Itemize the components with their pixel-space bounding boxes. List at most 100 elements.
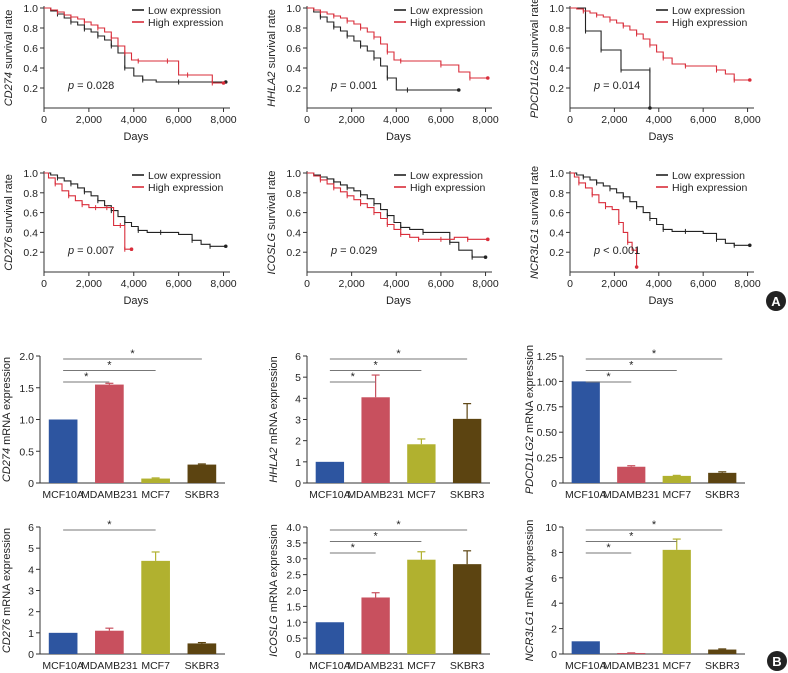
y-axis-label-rest: survival rate <box>3 10 15 72</box>
y-tick-label: 3.5 <box>286 538 301 550</box>
category-label-mdamb231: MDAMB231 <box>347 660 404 672</box>
significance-star: * <box>373 531 378 543</box>
bar-mcf10a <box>315 461 345 483</box>
significance-star: * <box>130 348 135 360</box>
panel-label-a: A <box>771 294 781 309</box>
p-value: = 0.007 <box>74 245 114 257</box>
category-label-mdamb231: MDAMB231 <box>81 660 138 672</box>
y-tick-label: 0.8 <box>549 23 564 35</box>
y-axis-label: ICOSLG mRNA expression <box>268 524 280 657</box>
y-tick-label: 2 <box>551 624 557 636</box>
category-label-mcf7: MCF7 <box>141 660 170 672</box>
y-tick-label: 0.2 <box>286 83 301 95</box>
y-axis-label: CD274 mRNA expression <box>1 357 13 482</box>
y-tick-label: 1.0 <box>23 3 38 15</box>
panel-badge-b-circle <box>767 651 787 671</box>
y-tick-label: 2.0 <box>19 351 34 363</box>
km-end-point <box>485 237 490 242</box>
km-end-point <box>485 76 490 80</box>
significance-star: * <box>396 348 401 360</box>
y-tick-label: 0.6 <box>23 208 38 220</box>
x-tick-label: 6,000 <box>428 114 454 126</box>
bar-mcf10a <box>315 622 345 654</box>
y-axis-label-rest: mRNA expression <box>1 528 13 619</box>
y-tick-label: 0.5 <box>19 446 34 458</box>
bar-skbr3 <box>187 464 217 483</box>
x-tick-label: 2,000 <box>601 114 627 126</box>
panel-badge-a: A <box>766 291 786 311</box>
y-tick-label: 4 <box>551 598 557 610</box>
significance-star: * <box>652 348 657 360</box>
x-tick-label: 2,000 <box>76 114 102 126</box>
bar-skbr3 <box>187 643 217 654</box>
y-axis-label-rest: survival rate <box>3 174 15 236</box>
category-label-mcf7: MCF7 <box>141 489 170 501</box>
x-tick-label: 0 <box>304 278 310 290</box>
km-line-low <box>307 7 459 91</box>
bar-mcf10a <box>571 381 600 483</box>
y-axis-label-rest: mRNA expression <box>524 345 536 436</box>
panel-label-b: B <box>772 654 781 669</box>
km-end-point <box>747 78 752 82</box>
y-tick-label: 0 <box>28 478 34 490</box>
x-tick-label: 0 <box>304 114 310 126</box>
bar-mcf7 <box>662 475 691 483</box>
km-end-point <box>648 106 652 110</box>
legend-label-high: High expression <box>672 182 747 194</box>
y-tick-label: 1.0 <box>286 3 301 15</box>
x-tick-label: 4,000 <box>121 278 147 290</box>
category-label-mdamb231: MDAMB231 <box>347 489 404 501</box>
x-tick-label: 4,000 <box>383 114 409 126</box>
p-symbol: p <box>330 80 337 92</box>
y-tick-label: 0.8 <box>286 23 301 35</box>
bar-skbr3 <box>452 418 482 483</box>
y-axis-label-gene: ICOSLG <box>268 615 280 657</box>
bar-mcf7 <box>141 560 170 654</box>
y-tick-label: 5 <box>295 372 301 384</box>
y-axis-label-rest: survival rate <box>266 171 278 233</box>
y-tick-label: 1.0 <box>286 168 301 180</box>
category-label-skbr3: SKBR3 <box>450 489 485 501</box>
legend-label-high: High expression <box>148 182 223 194</box>
km-chart-icoslg: 0.2 0.4 0.6 0.8 1.0 0 2,000 4,000 6,000 8,000 Days… <box>266 168 499 307</box>
significance-star: * <box>373 360 378 372</box>
bar-skbr3 <box>708 472 737 483</box>
y-axis-label-rest: mRNA expression <box>524 520 536 611</box>
y-tick-label: 1 <box>295 457 301 469</box>
category-label-skbr3: SKBR3 <box>450 660 485 672</box>
bar-mdamb231 <box>361 397 390 483</box>
km-line-high <box>44 7 224 84</box>
x-tick-label: 6,000 <box>165 278 191 290</box>
category-label-skbr3: SKBR3 <box>705 489 740 501</box>
y-axis-label-gene: NCR3LG1 <box>524 611 536 662</box>
km-end-point <box>747 243 752 248</box>
x-axis-label: Days <box>123 131 149 143</box>
category-label-mcf10a: MCF10A <box>42 489 83 501</box>
p-value-label: p = 0.028 <box>67 80 114 92</box>
x-axis-label: Days <box>648 131 674 143</box>
panel-badge-a-circle <box>766 291 786 311</box>
category-label-skbr3: SKBR3 <box>185 660 220 672</box>
y-axis-label-gene: CD274 <box>3 72 15 106</box>
km-end-point <box>223 244 228 249</box>
y-axis-label-gene: HHLA2 <box>268 447 280 482</box>
bar-mdamb231 <box>361 597 390 654</box>
km-chart-cd276: 0.2 0.4 0.6 0.8 1.0 0 2,000 4,000 6,000 8,000 Days… <box>3 168 237 307</box>
y-tick-label: 0.6 <box>549 208 564 220</box>
category-label-mcf7: MCF7 <box>407 660 436 672</box>
p-value: = 0.014 <box>600 80 640 92</box>
km-line-low <box>570 7 651 108</box>
y-tick-label: 0.4 <box>549 227 564 239</box>
bar-mdamb231 <box>95 630 124 654</box>
y-tick-label: 1.0 <box>23 168 38 180</box>
bar-chart-cd274: 0 0.5 1.0 1.5 2.0 CD274 mRNA expression MCF10A… <box>1 348 225 501</box>
y-tick-label: 0 <box>28 649 34 661</box>
y-axis-label-rest: mRNA expression <box>1 357 13 448</box>
y-tick-label: 2 <box>28 607 34 619</box>
legend-label-low: Low expression <box>672 170 745 182</box>
y-tick-label: 0.2 <box>23 247 38 259</box>
y-axis-label-gene: ICOSLG <box>266 232 278 274</box>
km-chart-pdcd1lg2: 0.2 0.4 0.6 0.8 1.0 0 2,000 4,000 6,000 8,000 Days… <box>529 0 761 143</box>
y-tick-label: 1.0 <box>549 168 564 180</box>
